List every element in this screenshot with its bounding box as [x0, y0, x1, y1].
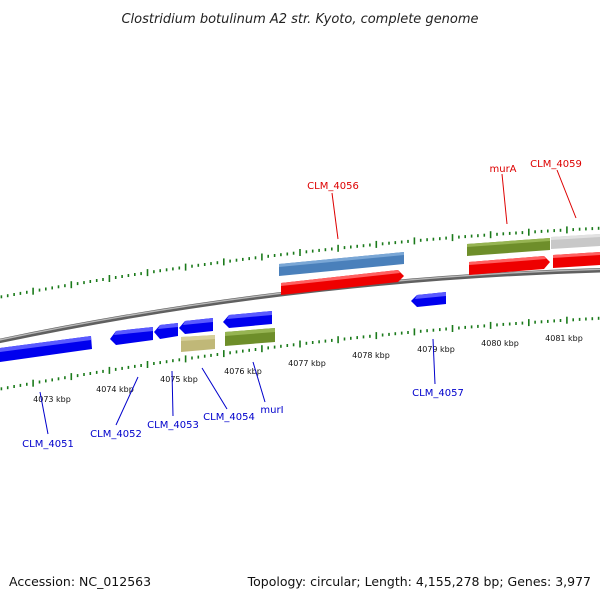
gene-arrow-clm-4059[interactable]	[553, 252, 600, 268]
gene-leader-lines	[39, 169, 577, 435]
kbp-label: 4076 kbp	[224, 367, 262, 376]
outer-tick-track	[0, 226, 600, 299]
gene-arrow-mura[interactable]	[469, 256, 550, 275]
kbp-label: 4073 kbp	[33, 395, 71, 404]
gene-label-clm-4052[interactable]: CLM_4052	[90, 429, 142, 440]
gene-arrow-clm-4054[interactable]	[179, 318, 213, 334]
leader-line-clm-4056	[331, 192, 339, 240]
gene-labels: CLM_4051 CLM_4052 CLM_4053 CLM_4054 murI…	[22, 159, 582, 450]
leader-line-clm-4053	[171, 370, 174, 417]
leader-line-clm-4054	[201, 367, 228, 410]
feature-bar-clm-4056[interactable]	[279, 252, 404, 276]
gene-label-clm-4057[interactable]: CLM_4057	[412, 388, 464, 399]
kbp-label: 4075 kbp	[160, 375, 198, 384]
kbp-label: 4080 kbp	[481, 339, 519, 348]
feature-bar-mura[interactable]	[467, 238, 550, 256]
inner-tick-track	[0, 316, 600, 391]
leader-line-muri	[252, 361, 266, 403]
gene-label-clm-4056[interactable]: CLM_4056	[307, 181, 359, 192]
kbp-label: 4077 kbp	[288, 359, 326, 368]
gene-label-mura[interactable]: murA	[489, 164, 516, 175]
feature-bar-clm-4059[interactable]	[551, 234, 600, 249]
gene-arrow-muri[interactable]	[223, 311, 272, 328]
gene-label-muri[interactable]: murI	[260, 405, 283, 416]
kbp-label: 4074 kbp	[96, 385, 134, 394]
kbp-label: 4081 kbp	[545, 334, 583, 343]
genome-backbone-highlight	[0, 268, 600, 341]
leader-line-clm-4051	[39, 391, 49, 435]
map-title: Clostridium botulinum A2 str. Kyoto, com…	[121, 12, 478, 27]
gene-arrow-clm-4052[interactable]	[110, 327, 153, 345]
feature-bar-clm-4053[interactable]	[181, 335, 215, 352]
gene-arrow-clm-4056[interactable]	[281, 270, 404, 295]
kbp-label: 4078 kbp	[352, 351, 390, 360]
kbp-label: 4079 kbp	[417, 345, 455, 354]
gene-label-clm-4053[interactable]: CLM_4053	[147, 420, 199, 431]
feature-track	[181, 234, 600, 352]
feature-bar-clm-4054[interactable]	[225, 328, 275, 346]
leader-line-mura	[501, 173, 508, 225]
gene-label-clm-4051[interactable]: CLM_4051	[22, 439, 74, 450]
leader-line-clm-4052	[115, 376, 139, 426]
axis-labels: 4073 kbp 4074 kbp 4075 kbp 4076 kbp 4077…	[33, 334, 583, 404]
leader-line-clm-4059	[556, 169, 577, 219]
topology-text: Topology: circular; Length: 4,155,278 bp…	[247, 574, 591, 589]
gene-arrow-clm-4051[interactable]	[0, 336, 92, 362]
leader-line-clm-4057	[432, 338, 436, 385]
gene-label-clm-4054[interactable]: CLM_4054	[203, 412, 255, 423]
gene-track	[0, 252, 600, 362]
gene-arrow-clm-4057[interactable]	[411, 292, 446, 307]
gene-label-clm-4059[interactable]: CLM_4059	[530, 159, 582, 170]
accession-text: Accession: NC_012563	[9, 574, 151, 589]
gene-arrow-clm-4053[interactable]	[154, 323, 178, 339]
